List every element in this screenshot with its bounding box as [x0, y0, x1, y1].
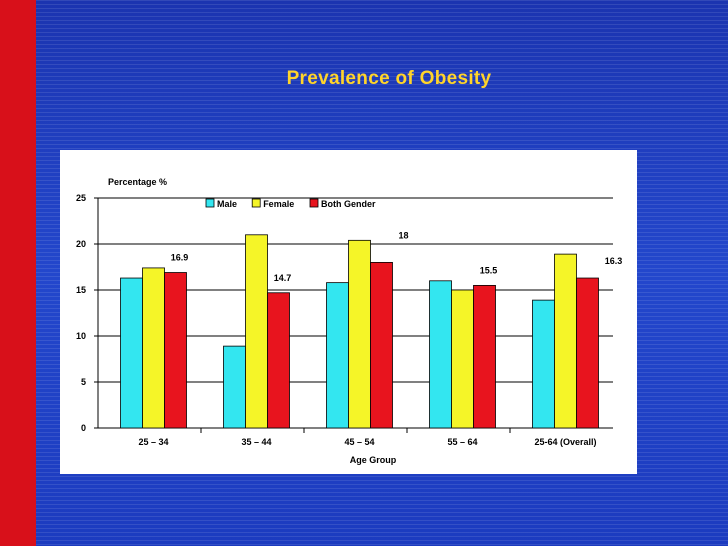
bar-both-gender	[164, 272, 187, 429]
bar-both-gender	[267, 292, 290, 429]
y-tick-label: 10	[76, 331, 86, 341]
y-tick-label: 25	[76, 193, 86, 203]
bar-both-gender	[576, 277, 599, 429]
bar-female	[348, 239, 371, 429]
chart-panel: 0 5 10 15 20 25 25 – 34 16.9 35 – 44 14.7 45 – 54…	[60, 150, 637, 474]
bar-female	[142, 267, 165, 429]
y-tick-label: 15	[76, 285, 86, 295]
data-label: 18	[398, 230, 408, 240]
x-tick-label: 55 – 64	[447, 437, 477, 447]
legend-swatch	[309, 198, 319, 208]
legend-label: Male	[217, 199, 237, 209]
x-tick-label: 45 – 54	[344, 437, 374, 447]
x-axis-title: Age Group	[350, 455, 397, 465]
legend-swatch	[205, 198, 215, 208]
x-tick-label: 25-64 (Overall)	[534, 437, 596, 447]
legend-swatch	[251, 198, 261, 208]
y-tick-label: 0	[81, 423, 86, 433]
bar-male	[532, 299, 555, 429]
bar-male	[326, 282, 349, 429]
x-tick-label: 35 – 44	[241, 437, 271, 447]
data-label: 16.3	[605, 256, 623, 266]
bar-both-gender	[473, 284, 496, 429]
data-label: 16.9	[171, 253, 189, 263]
legend-label: Female	[263, 199, 294, 209]
data-label: 14.7	[274, 273, 292, 283]
bar-female	[554, 253, 577, 429]
data-label: 15.5	[480, 265, 498, 275]
y-tick-label: 5	[81, 377, 86, 387]
bar-female	[245, 234, 268, 429]
y-tick-label: 20	[76, 239, 86, 249]
bar-chart: 0 5 10 15 20 25 25 – 34 16.9 35 – 44 14.7 45 – 54…	[76, 177, 623, 465]
slide-title: Prevalence of Obesity	[286, 68, 492, 89]
bar-male	[120, 277, 143, 429]
bar-both-gender	[370, 262, 393, 429]
bar-male	[429, 280, 452, 429]
y-axis-title: Percentage %	[108, 177, 167, 187]
left-accent-band	[0, 0, 36, 546]
legend-label: Both Gender	[321, 199, 376, 209]
bar-female	[451, 289, 474, 429]
x-tick-label: 25 – 34	[138, 437, 168, 447]
bar-male	[223, 345, 246, 429]
